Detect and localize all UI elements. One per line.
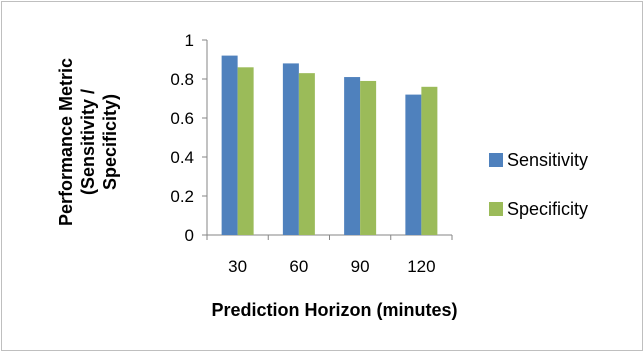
- bar-sensitivity-30: [221, 55, 238, 235]
- bar-specificity-90: [360, 80, 377, 235]
- y-ticks: 0 0.2 0.4 0.6 0.8 1: [170, 31, 207, 245]
- x-tick-label: 90: [351, 257, 370, 276]
- y-axis-title-line-3: Specificity): [100, 94, 120, 190]
- legend-swatch-sensitivity: [489, 153, 503, 167]
- y-tick-label: 0.4: [170, 148, 194, 167]
- y-tick-label: 0.6: [170, 109, 194, 128]
- x-tick-label: 30: [228, 257, 247, 276]
- y-axis-title: Performance Metric (Sensitivity / Specif…: [56, 58, 120, 226]
- y-axis-title-line-2: (Sensitivity /: [78, 89, 98, 195]
- legend-swatch-specificity: [489, 202, 503, 216]
- y-axis-title-line-1: Performance Metric: [56, 58, 76, 226]
- bar-sensitivity-120: [405, 94, 422, 235]
- bar-specificity-120: [421, 86, 438, 235]
- x-tick-label: 60: [289, 257, 308, 276]
- bars: [221, 55, 438, 236]
- bar-specificity-30: [237, 67, 254, 235]
- legend-label-specificity: Specificity: [507, 199, 588, 219]
- x-axis-title: Prediction Horizon (minutes): [211, 300, 457, 320]
- legend: Sensitivity Specificity: [489, 150, 588, 219]
- legend-label-sensitivity: Sensitivity: [507, 150, 588, 170]
- y-tick-label: 0.2: [170, 187, 194, 206]
- bar-sensitivity-90: [344, 77, 361, 235]
- bar-specificity-60: [298, 73, 315, 236]
- y-tick-label: 1: [185, 31, 194, 50]
- y-tick-label: 0.8: [170, 70, 194, 89]
- x-ticks: 30 60 90 120: [206, 235, 453, 276]
- y-tick-label: 0: [185, 226, 194, 245]
- bar-sensitivity-60: [282, 63, 299, 236]
- x-tick-label: 120: [407, 257, 435, 276]
